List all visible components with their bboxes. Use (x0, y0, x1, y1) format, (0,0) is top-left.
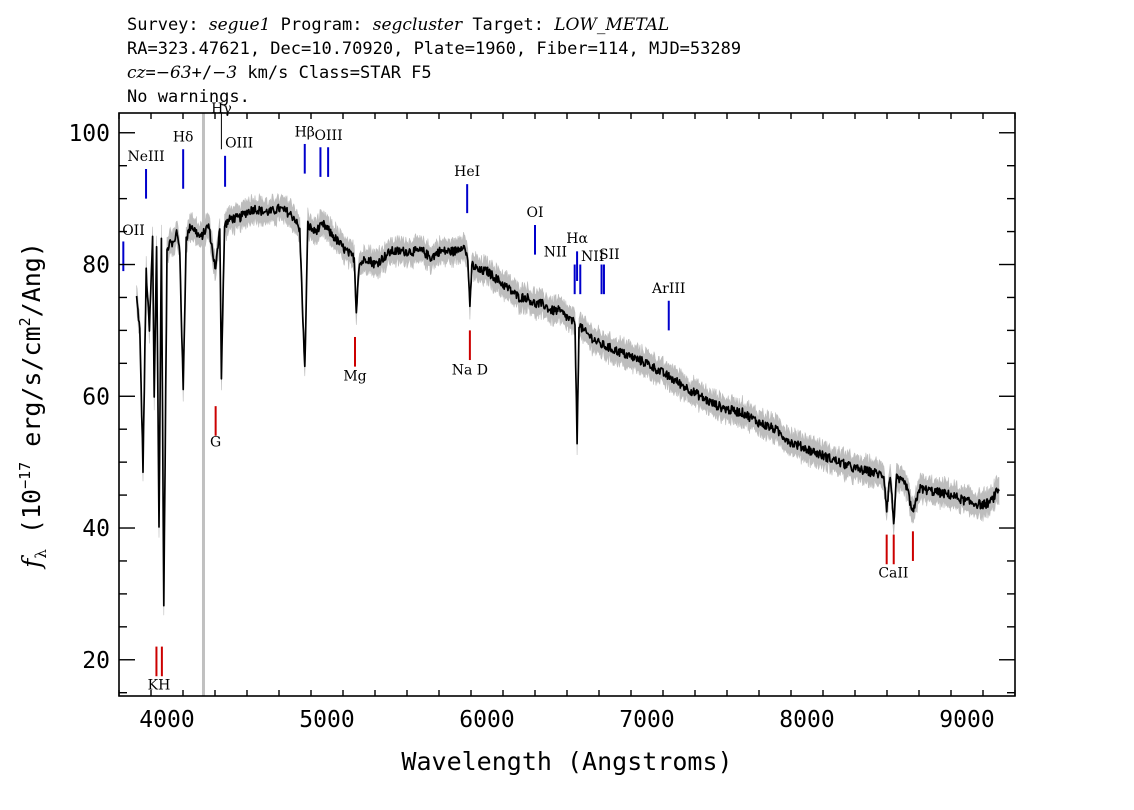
x-tick-label: 7000 (619, 707, 674, 733)
y-axis-label: fλ (10−17 erg/s/cm2/Ang) (16, 242, 50, 570)
header-redshift-part: km/s Class=STAR F5 (237, 63, 431, 83)
spectral-line-label: Na D (452, 363, 488, 379)
header-survey-part: Survey: (127, 15, 209, 35)
flux-error-envelope (136, 193, 1000, 616)
header-redshift-line: cz=−63+/−3 km/s Class=STAR F5 (127, 63, 432, 83)
spectral-line-label: Hγ (211, 101, 232, 117)
spectral-line-label: CaII (878, 565, 908, 581)
y-tick-label: 80 (82, 253, 110, 279)
spectral-line-label: OI (526, 205, 543, 221)
header-coordinates-line: RA=323.47621, Dec=10.70920, Plate=1960, … (127, 39, 741, 59)
spectral-line-label: OIII (225, 135, 253, 151)
x-tick-label: 4000 (139, 707, 194, 733)
y-label-subscript: λ (32, 549, 50, 559)
x-tick-label: 5000 (299, 707, 354, 733)
header-survey-part: LOW_METAL (553, 15, 669, 35)
spectral-line-label: NII (544, 245, 567, 261)
y-label-units: erg/s/cm (17, 326, 46, 461)
flux-error-band (136, 193, 1000, 616)
spectral-line-label: Mg (343, 368, 366, 384)
y-tick-label: 60 (82, 384, 110, 410)
x-tick-label: 9000 (939, 707, 994, 733)
spectral-line-label: SII (599, 247, 620, 263)
header-warnings-line: No warnings. (127, 87, 250, 107)
header-redshift-part: = (145, 63, 155, 83)
x-tick-labels: 4000 5000 6000 7000 8000 9000 (139, 707, 994, 733)
header-block: Survey: segue1 Program: segcluster Targe… (127, 15, 741, 107)
spectral-line-label: OIII (315, 128, 343, 144)
y-label-symbol: f (17, 555, 46, 570)
spectral-line-label: KH (148, 677, 171, 693)
header-survey-part: Program: (270, 15, 372, 35)
y-label-exponent2: 2 (16, 317, 34, 326)
spectral-line-label: NII (581, 249, 604, 265)
header-survey-part: segcluster (373, 15, 463, 35)
y-tick-label: 40 (82, 516, 110, 542)
header-redshift-part: cz (127, 63, 147, 83)
y-label-prefix: (10 (17, 489, 46, 549)
flux-line (135, 203, 1000, 607)
header-survey-part: segue1 (209, 15, 271, 35)
x-tick-label: 8000 (779, 707, 834, 733)
y-tick-label: 20 (82, 648, 110, 674)
spectral-line-label: NeIII (127, 149, 164, 165)
header-redshift-part: −63 (156, 63, 192, 83)
y-tick-label: 100 (68, 121, 110, 147)
x-axis-label: Wavelength (Angstroms) (401, 747, 732, 776)
y-label-exponent: −17 (16, 462, 34, 489)
header-survey-part: Target: (462, 15, 554, 35)
spectral-line-label: Hδ (173, 129, 194, 145)
flux-series (135, 203, 1000, 607)
y-tick-labels: 20 40 60 80 100 (68, 121, 110, 674)
x-tick-label: 6000 (459, 707, 514, 733)
axis-ticks (118, 113, 1016, 696)
spectral-line-label: HeI (454, 164, 480, 180)
header-redshift-part: +/ (192, 63, 212, 83)
header-survey-line: Survey: segue1 Program: segcluster Targe… (127, 15, 669, 35)
spectral-line-label: OII (122, 223, 145, 239)
y-label-suffix: /Ang) (17, 242, 46, 317)
spectral-line-label: G (210, 434, 221, 450)
spectral-line-label: Hβ (295, 125, 315, 141)
spectral-line-label: ArIII (651, 281, 685, 297)
spectral-line-label: Hα (566, 231, 588, 247)
header-redshift-part: −3 (212, 63, 237, 83)
